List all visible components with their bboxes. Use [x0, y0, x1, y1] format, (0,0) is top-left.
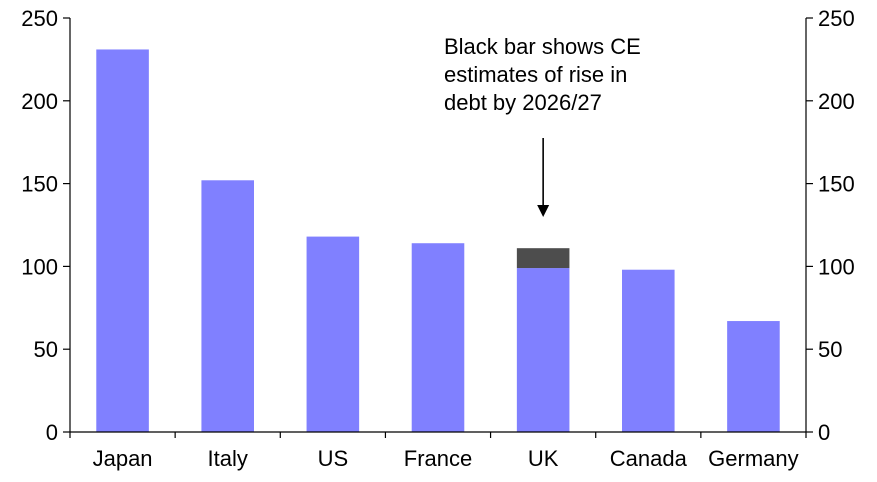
bar-france — [411, 243, 465, 432]
right-y-tick-label: 50 — [818, 337, 842, 362]
right-y-tick-label: 100 — [818, 254, 855, 279]
x-tick-label-france: France — [404, 446, 472, 471]
annotation-arrow-head — [537, 205, 550, 217]
bar-canada — [622, 269, 675, 432]
ticks-group: 0 0 50 50 100 100 150 150 200 200 250 250 Japan Italy… — [21, 6, 854, 471]
annotation-text: Black bar shows CE estimates of rise in … — [444, 34, 647, 115]
x-tick-label-canada: Canada — [610, 446, 688, 471]
right-y-tick-label: 150 — [818, 172, 855, 197]
annotation-group: Black bar shows CE estimates of rise in … — [444, 34, 647, 217]
x-tick-label-us: US — [318, 446, 349, 471]
x-tick-label-uk: UK — [528, 446, 559, 471]
left-y-tick-label: 50 — [34, 337, 58, 362]
x-tick-label-italy: Italy — [208, 446, 248, 471]
left-y-tick-label: 0 — [46, 420, 58, 445]
right-y-tick-label: 250 — [818, 6, 855, 31]
axes-group — [69, 18, 807, 433]
annotation-line: estimates of rise in — [444, 62, 627, 87]
bar-uk — [516, 268, 570, 432]
left-y-tick-label: 100 — [21, 254, 58, 279]
annotation-line: Black bar shows CE — [444, 34, 641, 59]
left-y-tick-label: 150 — [21, 172, 58, 197]
left-y-tick-label: 250 — [21, 6, 58, 31]
right-y-tick-label: 0 — [818, 420, 830, 445]
bars-group — [96, 49, 780, 433]
x-tick-label-germany: Germany — [708, 446, 798, 471]
bar-us — [306, 236, 360, 432]
x-tick-label-japan: Japan — [93, 446, 153, 471]
bar-germany — [727, 321, 780, 432]
annotation-line: debt by 2026/27 — [444, 90, 602, 115]
bar-estimate-uk — [516, 248, 570, 269]
left-y-tick-label: 200 — [21, 89, 58, 114]
bar-japan — [96, 49, 149, 433]
right-y-tick-label: 200 — [818, 89, 855, 114]
bar-italy — [201, 180, 254, 432]
